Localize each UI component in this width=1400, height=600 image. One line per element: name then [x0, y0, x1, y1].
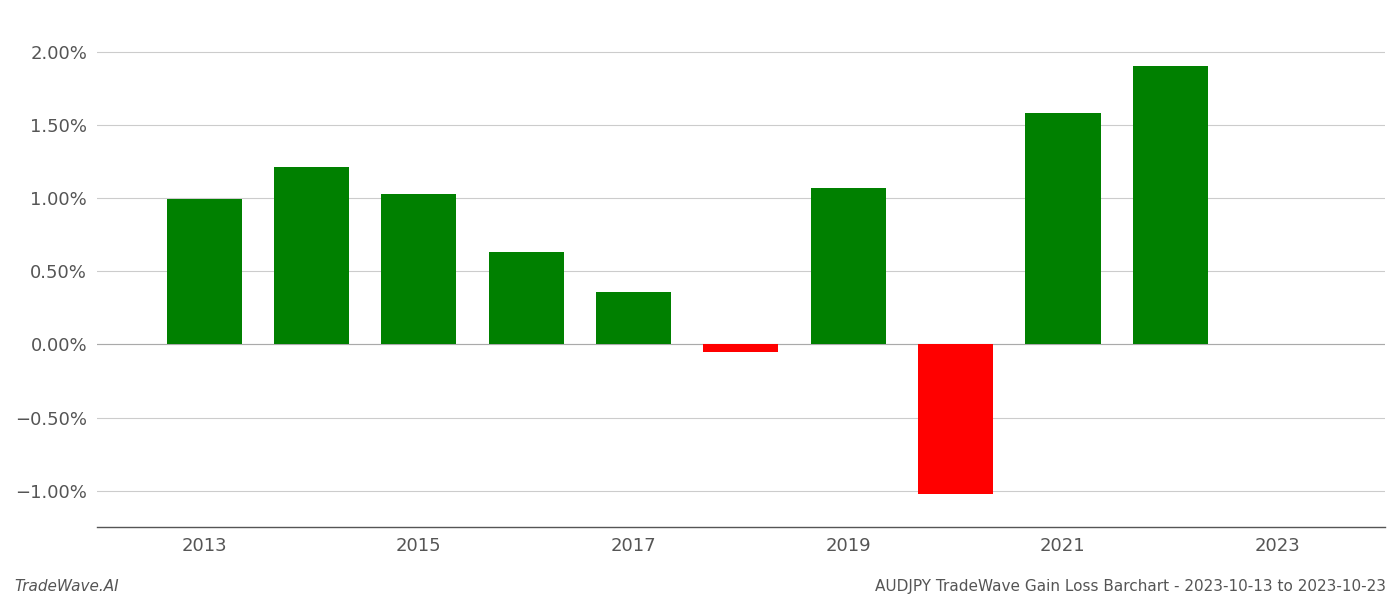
Bar: [596, 292, 671, 344]
Text: TradeWave.AI: TradeWave.AI: [14, 579, 119, 594]
Bar: [918, 344, 993, 494]
Bar: [381, 194, 456, 344]
Bar: [811, 188, 886, 344]
Text: AUDJPY TradeWave Gain Loss Barchart - 2023-10-13 to 2023-10-23: AUDJPY TradeWave Gain Loss Barchart - 20…: [875, 579, 1386, 594]
Bar: [489, 252, 564, 344]
Bar: [703, 344, 778, 352]
Bar: [1133, 66, 1208, 344]
Bar: [167, 199, 242, 344]
Bar: [274, 167, 349, 344]
Bar: [1025, 113, 1100, 344]
